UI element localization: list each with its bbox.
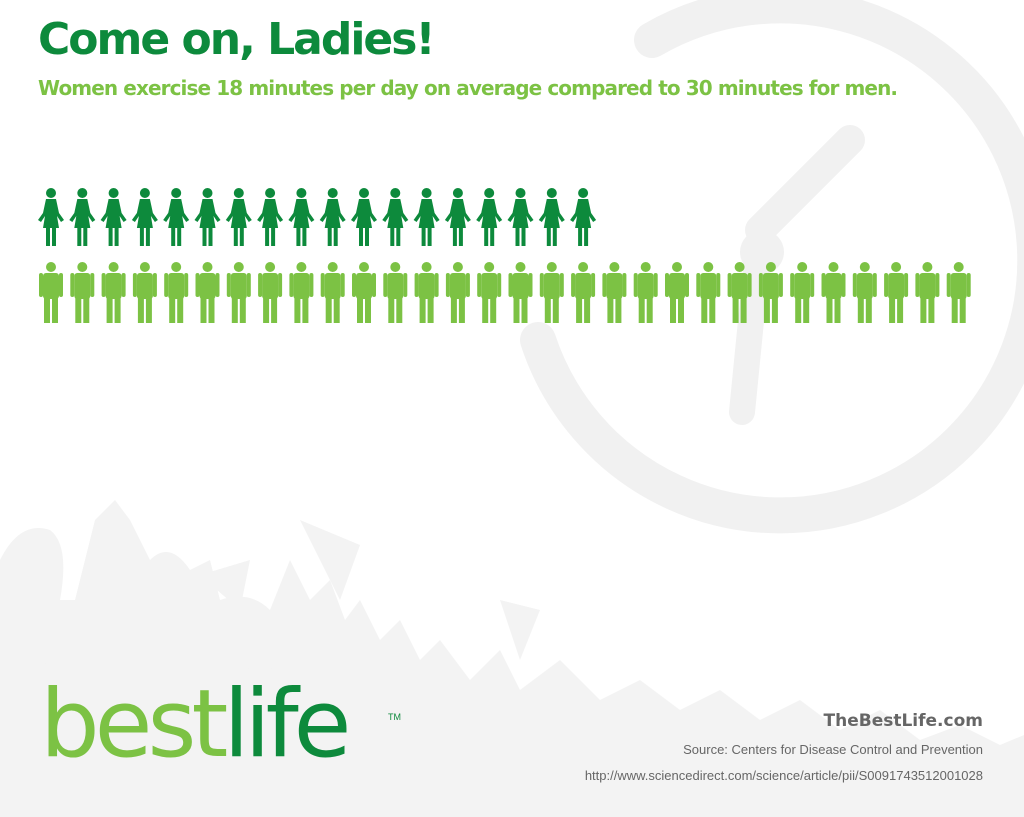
woman-icon xyxy=(570,188,597,246)
man-icon xyxy=(445,262,470,323)
woman-icon xyxy=(163,188,190,246)
woman-icon xyxy=(413,188,440,246)
man-icon xyxy=(477,262,502,323)
woman-icon xyxy=(69,188,96,246)
logo-best: best xyxy=(40,670,228,779)
woman-icon xyxy=(288,188,315,246)
man-icon xyxy=(727,262,752,323)
crowd-silhouette xyxy=(0,500,1024,817)
man-icon xyxy=(101,262,126,323)
woman-icon xyxy=(382,188,409,246)
trademark-mark: TM xyxy=(388,712,401,722)
woman-icon xyxy=(476,188,503,246)
man-icon xyxy=(790,262,815,323)
man-icon xyxy=(758,262,783,323)
logo-life: life xyxy=(223,670,351,779)
man-icon xyxy=(320,262,345,323)
man-icon xyxy=(665,262,689,323)
man-icon xyxy=(258,262,283,323)
woman-icon xyxy=(538,188,565,246)
man-icon xyxy=(39,262,63,323)
man-icon xyxy=(571,262,596,323)
source-url: http://www.sciencedirect.com/science/art… xyxy=(584,768,983,783)
woman-icon xyxy=(319,188,346,246)
man-icon xyxy=(915,262,940,323)
man-icon xyxy=(195,262,220,323)
woman-icon xyxy=(351,188,377,246)
man-icon xyxy=(696,262,721,323)
man-icon xyxy=(132,262,157,323)
man-icon xyxy=(633,262,658,323)
man-icon xyxy=(884,262,909,323)
man-icon xyxy=(946,262,971,323)
page-title: Come on, Ladies! xyxy=(38,14,436,65)
women-series xyxy=(38,188,597,246)
man-icon xyxy=(602,262,627,323)
woman-icon xyxy=(100,188,127,246)
woman-icon xyxy=(38,188,64,246)
woman-icon xyxy=(257,188,284,246)
source-text: Source: Centers for Disease Control and … xyxy=(683,742,983,757)
man-icon xyxy=(289,262,314,323)
woman-icon xyxy=(194,188,221,246)
man-icon xyxy=(539,262,564,323)
man-icon xyxy=(70,262,95,323)
man-icon xyxy=(414,262,439,323)
woman-icon xyxy=(444,188,471,246)
woman-icon xyxy=(225,188,252,246)
woman-icon xyxy=(507,188,534,246)
man-icon xyxy=(852,262,877,323)
pictogram-chart xyxy=(38,188,971,323)
man-icon xyxy=(164,262,189,323)
man-icon xyxy=(508,262,533,323)
man-icon xyxy=(226,262,251,323)
man-icon xyxy=(383,262,408,323)
man-icon xyxy=(352,262,376,323)
site-name: TheBestLife.com xyxy=(823,711,983,731)
woman-icon xyxy=(131,188,158,246)
bestlife-logo: bestlife xyxy=(40,678,352,772)
page-subtitle: Women exercise 18 minutes per day on ave… xyxy=(38,76,898,100)
men-series xyxy=(39,262,971,323)
man-icon xyxy=(821,262,846,323)
